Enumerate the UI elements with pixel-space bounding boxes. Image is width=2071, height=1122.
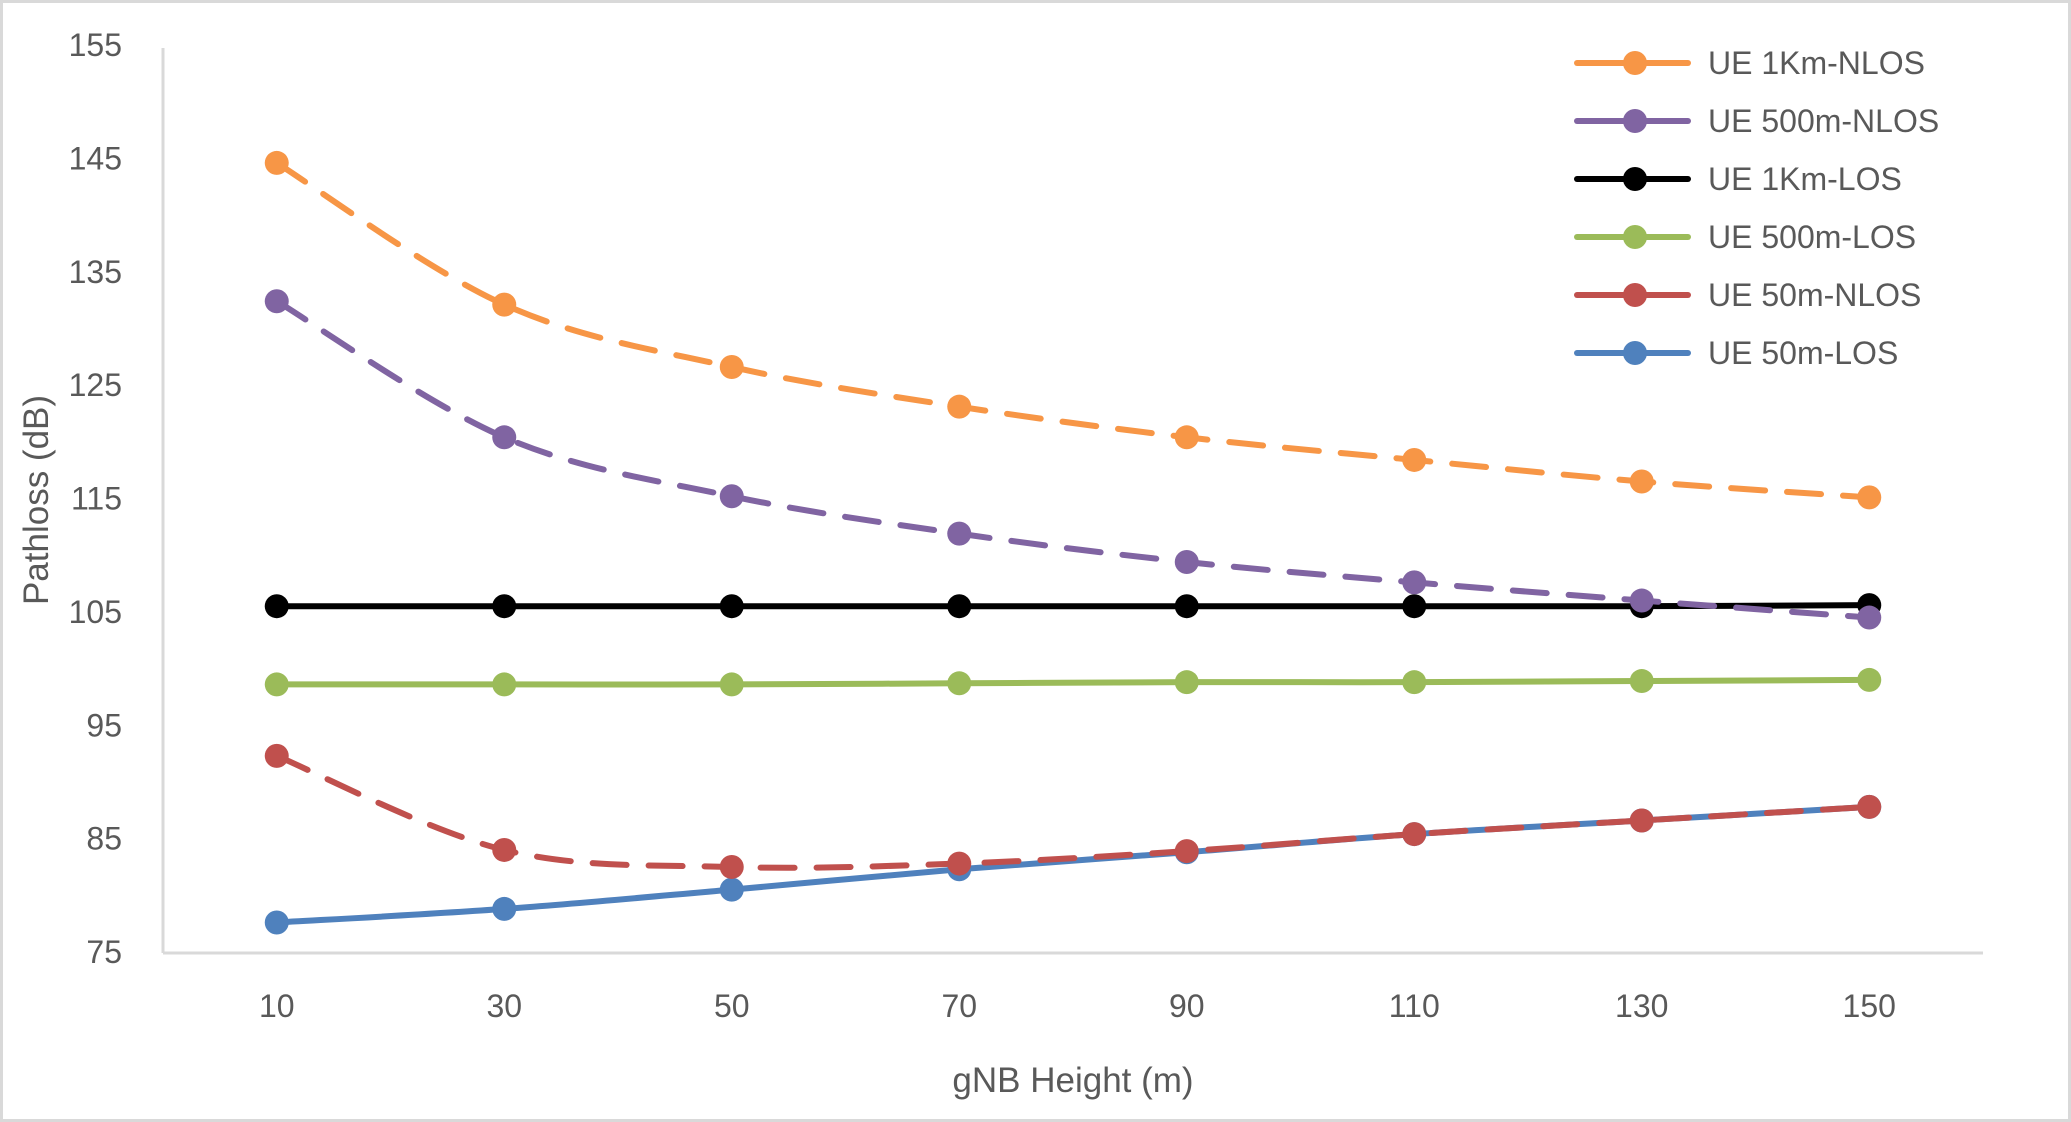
legend-item: UE 500m-LOS [1574,219,1916,255]
data-point [947,394,972,419]
legend-item: UE 500m-NLOS [1574,103,1939,139]
data-point [492,896,517,921]
y-tick-label: 105 [69,594,122,630]
legend-marker-icon [1623,109,1647,133]
series-line [273,159,1873,501]
data-point [1629,808,1654,833]
series-line [273,676,1873,688]
data-point [1857,605,1882,630]
legend-marker-icon [1623,167,1647,191]
y-tick-label: 95 [86,707,122,743]
data-point [1629,669,1654,694]
y-tick-label: 145 [69,140,122,176]
legend-label: UE 1Km-NLOS [1708,45,1925,81]
data-point [492,672,517,697]
data-point [719,484,744,509]
data-point [1174,670,1199,695]
x-tick-label: 110 [1389,988,1440,1024]
data-point [1857,794,1882,819]
data-point [264,289,289,314]
data-point [1174,839,1199,864]
legend-item: UE 1Km-NLOS [1574,45,1925,81]
data-point [264,150,289,175]
data-point [492,594,517,619]
x-tick-label: 30 [486,988,522,1024]
legend-item: UE 50m-LOS [1574,335,1898,371]
legend-label: UE 50m-LOS [1708,335,1898,371]
data-point [1402,447,1427,472]
legend-label: UE 500m-LOS [1708,219,1916,255]
y-tick-label: 115 [71,481,122,517]
x-tick-label: 90 [1169,988,1205,1024]
data-point [947,594,972,619]
data-point [264,594,289,619]
data-point [947,851,972,876]
data-point [719,877,744,902]
data-point [1629,469,1654,494]
data-point [492,425,517,450]
data-point [719,672,744,697]
data-point [719,354,744,379]
series-ue-50m-nlos [264,743,1882,879]
data-point [492,292,517,317]
data-point [719,854,744,879]
x-tick-label: 150 [1843,988,1896,1024]
legend-item: UE 50m-NLOS [1574,277,1921,313]
data-point [492,837,517,862]
legend: UE 1Km-NLOS UE 500m-NLOS UE 1Km-LOS UE 500m… [1574,45,1939,371]
series-ue-1km-nlos [264,150,1882,510]
data-point [1402,570,1427,595]
series-line [273,298,1873,621]
data-point [1174,594,1199,619]
data-point [1629,588,1654,613]
data-point [1402,670,1427,695]
data-point [1174,425,1199,450]
y-tick-label: 75 [86,934,122,970]
x-tick-label: 50 [714,988,750,1024]
x-tick-label: 130 [1615,988,1668,1024]
data-point [947,521,972,546]
data-point [264,743,289,768]
data-point [264,672,289,697]
legend-marker-icon [1623,283,1647,307]
x-axis-title: gNB Height (m) [952,1061,1193,1100]
data-point [719,594,744,619]
data-point [264,910,289,935]
series-line [273,602,1873,610]
data-point [1402,822,1427,847]
y-tick-label: 155 [69,27,122,63]
series-group [264,150,1882,935]
y-tick-label: 125 [69,367,122,403]
legend-label: UE 50m-NLOS [1708,277,1921,313]
legend-marker-icon [1623,51,1647,75]
y-tick-label: 135 [69,254,122,290]
data-point [947,671,972,696]
series-line [273,752,1873,871]
x-tick-label: 70 [941,988,977,1024]
data-point [1857,667,1882,692]
data-point [1402,594,1427,619]
legend-label: UE 500m-NLOS [1708,103,1939,139]
data-point [1174,549,1199,574]
legend-label: UE 1Km-LOS [1708,161,1902,197]
x-tick-labels: 10 30 50 70 90 110 130 150 [259,988,1896,1024]
y-tick-labels: 75 85 95 105 115 125 135 145 155 [69,27,122,970]
series-ue-500m-nlos [264,289,1882,630]
y-tick-label: 85 [86,821,122,857]
series-ue-500m-los [264,667,1882,697]
x-tick-label: 10 [259,988,295,1024]
legend-item: UE 1Km-LOS [1574,161,1902,197]
legend-marker-icon [1623,225,1647,249]
data-point [1857,485,1882,510]
y-axis-title: Pathloss (dB) [17,395,56,605]
legend-marker-icon [1623,341,1647,365]
axes [161,48,1983,955]
